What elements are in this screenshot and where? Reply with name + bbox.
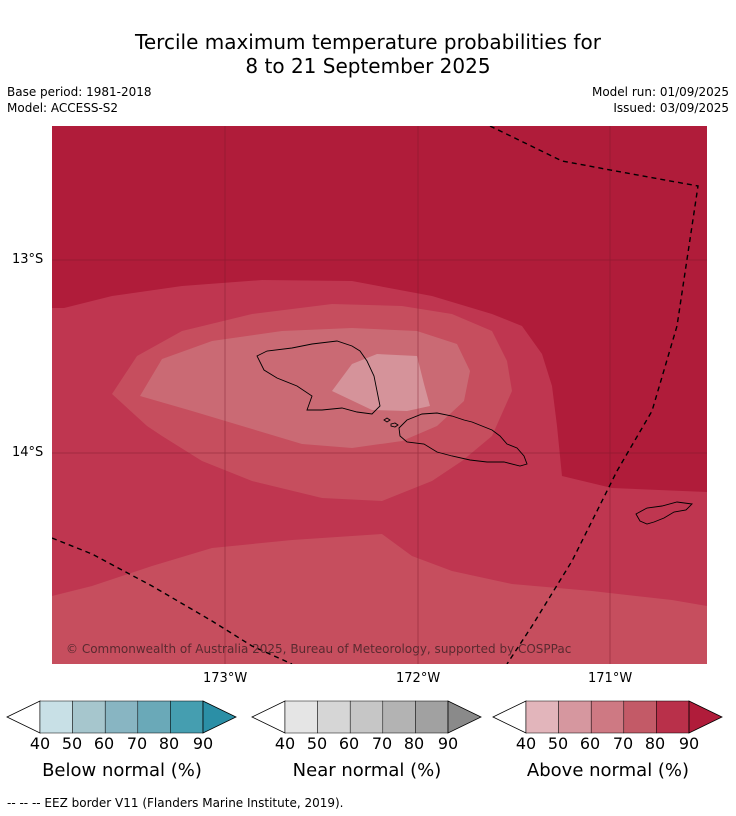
lon-label-173w: 173°W xyxy=(203,671,248,686)
tick: 90 xyxy=(192,734,214,753)
tick: 90 xyxy=(678,734,700,753)
colorbar-segment xyxy=(137,700,171,734)
copyright-notice: © Commonwealth of Australia 2025, Bureau… xyxy=(66,642,571,656)
island-small-2 xyxy=(390,422,399,428)
colorbar-segment xyxy=(72,700,106,734)
tick: 80 xyxy=(403,734,425,753)
colorbar-extend-high xyxy=(202,700,237,734)
colorbar-segment xyxy=(317,700,351,734)
gridlines xyxy=(52,126,707,664)
tick: 70 xyxy=(126,734,148,753)
tick: 90 xyxy=(437,734,459,753)
map-title: Tercile maximum temperature probabilitie… xyxy=(0,30,736,78)
tick: 80 xyxy=(158,734,180,753)
meta-right: Model run: 01/09/2025 Issued: 03/09/2025 xyxy=(592,84,729,116)
eez-borders xyxy=(52,126,699,664)
tick: 40 xyxy=(515,734,537,753)
colorbar-title-above: Above normal (%) xyxy=(526,760,690,781)
model-name: Model: ACCESS-S2 xyxy=(7,101,119,115)
lon-label-172w: 172°W xyxy=(396,671,441,686)
tick: 60 xyxy=(579,734,601,753)
colorbar-segment xyxy=(104,700,139,734)
colorbar-segment xyxy=(170,700,204,734)
colorbar-extend-low xyxy=(6,700,41,734)
colorbar-segment xyxy=(590,700,625,734)
tick: 40 xyxy=(274,734,296,753)
probability-map: © Commonwealth of Australia 2025, Bureau… xyxy=(52,126,707,664)
tick: 60 xyxy=(338,734,360,753)
tick: 70 xyxy=(612,734,634,753)
colorbar-near-normal xyxy=(251,700,482,734)
colorbar-segments xyxy=(251,700,482,734)
colorbar-title-below: Below normal (%) xyxy=(42,760,202,781)
colorbar-extend-high xyxy=(688,700,723,734)
island-small-1 xyxy=(383,417,391,423)
tick: 50 xyxy=(61,734,83,753)
colorbar-segment xyxy=(525,700,559,734)
lon-label-171w: 171°W xyxy=(588,671,633,686)
colorbar-segments xyxy=(6,700,237,734)
meta-left: Base period: 1981-2018 Model: ACCESS-S2 xyxy=(7,84,152,116)
colorbar-segment xyxy=(415,700,449,734)
tick: 70 xyxy=(371,734,393,753)
eez-footer-note: -- -- -- EEZ border V11 (Flanders Marine… xyxy=(7,796,344,810)
lat-label-13s: 13°S xyxy=(12,252,44,267)
title-line-2: 8 to 21 September 2025 xyxy=(245,54,491,78)
above-50-region xyxy=(332,354,430,411)
colorbar-extend-high xyxy=(447,700,482,734)
islands xyxy=(256,340,693,525)
island-upolu xyxy=(398,412,528,467)
model-run: Model run: 01/09/2025 xyxy=(591,85,729,99)
tick: 80 xyxy=(644,734,666,753)
tick: 40 xyxy=(29,734,51,753)
colorbar-above-normal xyxy=(492,700,723,734)
issued-date: Issued: 03/09/2025 xyxy=(613,101,729,115)
island-savaii xyxy=(256,340,381,415)
colorbar-extend-low xyxy=(251,700,286,734)
tick: 50 xyxy=(306,734,328,753)
colorbar-segment xyxy=(623,700,657,734)
lat-label-14s: 14°S xyxy=(12,445,44,460)
tick: 50 xyxy=(547,734,569,753)
colorbar-title-near: Near normal (%) xyxy=(292,760,442,781)
colorbar-segment xyxy=(349,700,384,734)
island-tutuila xyxy=(635,501,693,525)
colorbar-extend-low xyxy=(492,700,527,734)
colorbar-below-normal xyxy=(6,700,237,734)
tick: 60 xyxy=(93,734,115,753)
base-period: Base period: 1981-2018 xyxy=(7,85,152,99)
colorbar-segment xyxy=(558,700,592,734)
colorbar-segment xyxy=(284,700,318,734)
colorbar-segment xyxy=(656,700,690,734)
title-line-1: Tercile maximum temperature probabilitie… xyxy=(135,30,601,54)
colorbar-segment xyxy=(39,700,73,734)
colorbar-segment xyxy=(382,700,416,734)
colorbar-segments xyxy=(492,700,723,734)
above-70-region xyxy=(52,534,707,664)
